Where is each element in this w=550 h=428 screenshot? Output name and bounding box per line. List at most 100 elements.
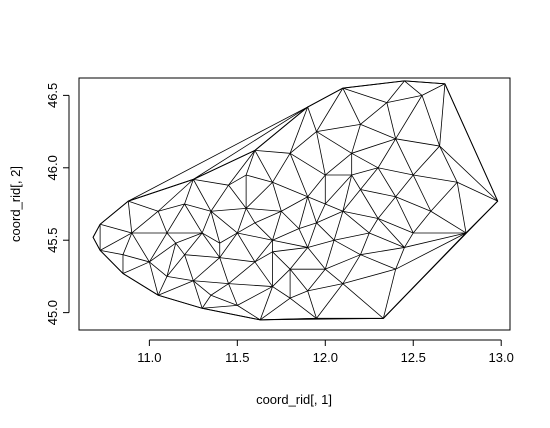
mesh-edge <box>342 189 361 212</box>
mesh-edge <box>122 254 150 263</box>
mesh-edge <box>298 228 309 248</box>
mesh-edge <box>272 228 300 241</box>
mesh-edge <box>333 239 361 256</box>
mesh-edge <box>377 218 405 248</box>
mesh-edge <box>219 232 238 244</box>
mesh-edge <box>324 174 352 205</box>
mesh-edge <box>272 153 291 183</box>
mesh-edge <box>316 87 344 132</box>
mesh-edge <box>369 232 405 248</box>
mesh-edge <box>272 247 308 253</box>
mesh-edge <box>307 268 326 292</box>
mesh-edge <box>149 242 176 263</box>
mesh-edge <box>395 247 405 270</box>
mesh-edge <box>254 150 273 183</box>
mesh-edge <box>192 179 212 212</box>
mesh-edge <box>439 83 446 147</box>
mesh-edge <box>307 283 343 292</box>
mesh-edge <box>184 203 212 212</box>
mesh-edge <box>412 145 440 176</box>
mesh-edge <box>421 95 441 147</box>
mesh-edge <box>157 179 194 212</box>
mesh-edge <box>201 232 220 244</box>
mesh-edge <box>254 150 291 154</box>
mesh-edge <box>254 251 273 263</box>
mesh-edge <box>100 223 132 234</box>
mesh-edge <box>99 232 132 251</box>
mesh-edge <box>245 150 256 176</box>
mesh-edge <box>219 257 229 284</box>
mesh-edge <box>166 276 194 282</box>
mesh-edge <box>342 210 370 234</box>
mesh-edge <box>210 184 229 212</box>
mesh-edge <box>228 174 247 186</box>
mesh-edge <box>456 182 467 234</box>
mesh-edge <box>307 239 335 248</box>
mesh-edge <box>360 167 379 190</box>
mesh-edge <box>395 174 414 198</box>
mesh-edge <box>184 203 203 234</box>
mesh-edge <box>351 124 361 154</box>
mesh-edge <box>128 200 159 212</box>
mesh-edge <box>360 247 405 256</box>
y-tick-label: 46.5 <box>45 83 60 108</box>
mesh-edge <box>307 196 317 223</box>
mesh-edge <box>430 210 467 234</box>
mesh-edge <box>316 222 335 241</box>
mesh-edge <box>157 211 168 234</box>
mesh-edge <box>236 232 256 263</box>
y-axis-title: coord_rid[, 2] <box>8 166 23 242</box>
mesh-edge <box>382 269 397 319</box>
mesh-edge <box>193 280 212 296</box>
x-tick-label: 11.5 <box>225 350 249 365</box>
mesh-edge <box>272 239 308 248</box>
mesh-edge <box>157 276 168 296</box>
mesh-edge <box>131 210 159 234</box>
mesh-edge <box>298 222 317 230</box>
mesh-edge <box>316 131 352 154</box>
mesh-edge <box>342 210 379 219</box>
mesh-edge <box>166 203 185 234</box>
mesh-edge <box>272 268 291 287</box>
mesh-edge <box>122 261 150 274</box>
mesh-edge <box>395 95 423 140</box>
mesh-edge <box>122 232 133 255</box>
mesh-edge <box>236 208 247 234</box>
mesh-edge <box>377 218 414 234</box>
mesh-edge <box>210 210 238 234</box>
mesh-edge <box>334 232 370 241</box>
mesh-edge <box>386 102 397 139</box>
mesh-edge <box>246 174 273 183</box>
mesh-edge <box>325 153 352 176</box>
mesh-edge <box>202 304 238 309</box>
mesh-edge <box>228 150 256 186</box>
mesh-edge <box>272 182 282 212</box>
mesh-edge <box>201 295 212 309</box>
mesh-edge <box>360 232 370 255</box>
plot-frame <box>78 77 511 331</box>
mesh-edge <box>351 152 379 169</box>
mesh-layer <box>92 80 499 321</box>
mesh-edge <box>307 222 317 248</box>
mesh-edge <box>254 222 273 241</box>
mesh-edge <box>377 167 414 176</box>
mesh-edge <box>175 242 185 255</box>
mesh-edge <box>386 80 405 103</box>
mesh-edge <box>289 152 326 176</box>
mesh-edge <box>360 102 388 125</box>
mesh-edge <box>237 222 256 234</box>
y-tick-label: 45.0 <box>45 300 60 325</box>
mesh-edge <box>325 203 344 212</box>
mesh-edge <box>272 211 282 241</box>
mesh-edge <box>404 232 414 248</box>
mesh-edge <box>259 286 273 321</box>
mesh-edge <box>439 145 498 202</box>
mesh-edge <box>342 87 361 125</box>
mesh-edge <box>360 123 396 140</box>
mesh-edge <box>360 189 379 219</box>
mesh-edge <box>316 203 326 223</box>
mesh-edge <box>158 280 194 296</box>
mesh-edge <box>228 184 247 209</box>
mesh-edge <box>158 203 185 212</box>
